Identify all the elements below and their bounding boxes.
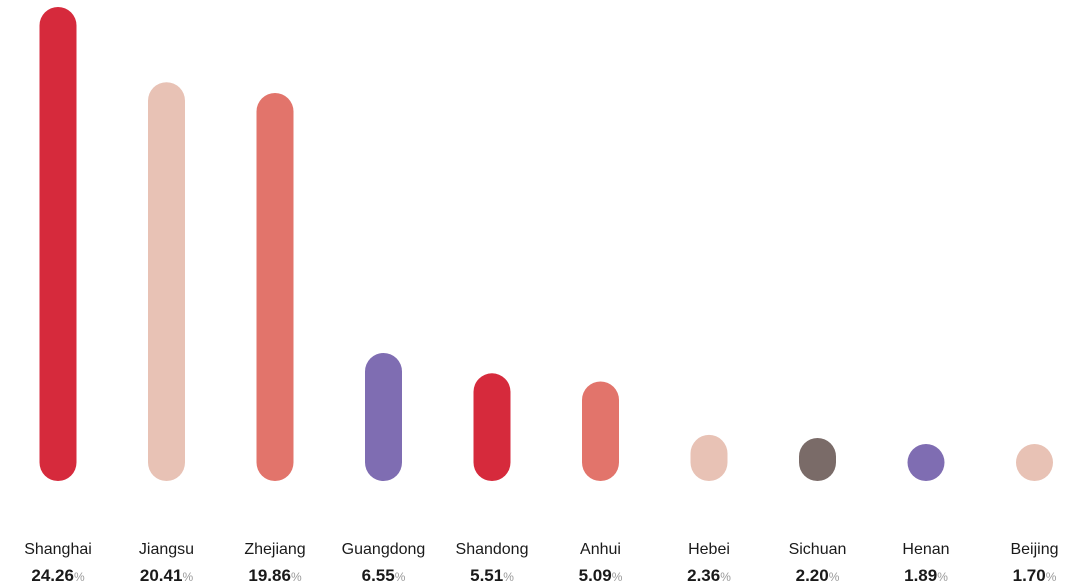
value-unit: % <box>612 570 623 584</box>
bar-zhejiang <box>256 93 294 481</box>
value-label: 19.86% <box>248 566 302 585</box>
value-label: 5.51% <box>470 566 514 585</box>
value-unit: % <box>937 570 948 584</box>
bar-jiangsu <box>148 82 185 481</box>
value-unit: % <box>720 570 731 584</box>
value-label: 6.55% <box>362 566 406 585</box>
value-number: 19.86 <box>248 566 291 585</box>
value-number: 20.41 <box>140 566 183 585</box>
labels-group: Shanghai 24.26% Jiangsu 20.41% Zhejiang 19.86… <box>24 541 1058 585</box>
bar-guangdong <box>365 353 402 481</box>
category-label: Guangdong <box>342 541 426 558</box>
value-label: 2.36% <box>687 566 731 585</box>
value-number: 6.55 <box>362 566 395 585</box>
bars-group <box>39 7 1053 481</box>
value-label: 1.70% <box>1013 566 1057 585</box>
value-unit: % <box>1046 570 1057 584</box>
bar-beijing <box>1016 444 1053 481</box>
category-label: Beijing <box>1010 541 1058 558</box>
bar-hebei <box>690 434 728 481</box>
value-label: 24.26% <box>31 566 85 585</box>
value-number: 1.70 <box>1013 566 1046 585</box>
bar-shanghai <box>39 7 77 481</box>
value-label: 20.41% <box>140 566 194 585</box>
category-label: Jiangsu <box>139 541 194 558</box>
value-number: 5.51 <box>470 566 503 585</box>
category-label: Anhui <box>580 541 621 558</box>
category-label: Hebei <box>688 541 730 558</box>
value-number: 2.20 <box>796 566 829 585</box>
value-label: 5.09% <box>579 566 623 585</box>
bar-shandong <box>473 373 511 481</box>
category-label: Henan <box>902 541 949 558</box>
value-unit: % <box>74 570 85 584</box>
value-label: 1.89% <box>904 566 948 585</box>
category-label: Shanghai <box>24 541 92 558</box>
value-number: 5.09 <box>579 566 612 585</box>
bar-henan <box>907 444 945 481</box>
value-number: 2.36 <box>687 566 720 585</box>
bar-anhui <box>582 381 619 481</box>
value-number: 24.26 <box>31 566 74 585</box>
value-unit: % <box>829 570 840 584</box>
bar-sichuan <box>799 438 836 481</box>
value-unit: % <box>291 570 302 584</box>
value-number: 1.89 <box>904 566 937 585</box>
value-unit: % <box>503 570 514 584</box>
value-unit: % <box>395 570 406 584</box>
value-unit: % <box>182 570 193 584</box>
category-label: Shandong <box>456 541 529 558</box>
category-label: Zhejiang <box>244 541 305 558</box>
value-label: 2.20% <box>796 566 840 585</box>
category-label: Sichuan <box>789 541 847 558</box>
